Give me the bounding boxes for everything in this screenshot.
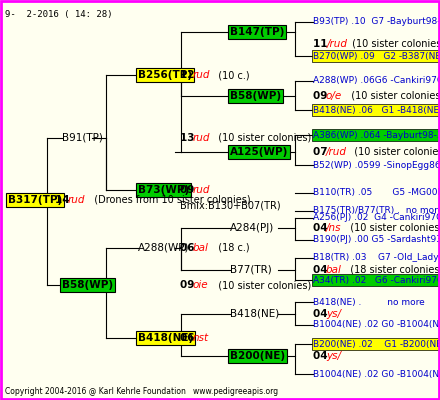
Text: B418(NE) .         no more: B418(NE) . no more (313, 298, 425, 306)
Text: B147(TP): B147(TP) (230, 27, 284, 37)
Text: B418(NE): B418(NE) (138, 333, 193, 343)
Text: 09: 09 (180, 280, 198, 290)
Text: A256(PJ) .02  G4 -Cankiri97Q: A256(PJ) .02 G4 -Cankiri97Q (313, 214, 440, 222)
Text: oie: oie (193, 280, 209, 290)
Text: (Drones from 10 sister colonies): (Drones from 10 sister colonies) (88, 195, 251, 205)
Text: Bmix:B130+B07(TR): Bmix:B130+B07(TR) (180, 200, 281, 210)
Text: B110(TR) .05       G5 -MG00R: B110(TR) .05 G5 -MG00R (313, 188, 440, 198)
Text: (10 sister colonies): (10 sister colonies) (348, 147, 440, 157)
Text: A34(TR) .02   G6 -Cankiri97Q: A34(TR) .02 G6 -Cankiri97Q (313, 276, 440, 284)
Text: B52(WP) .0599 -SinopEgg86R: B52(WP) .0599 -SinopEgg86R (313, 160, 440, 170)
Text: 07: 07 (313, 147, 331, 157)
Text: ys/: ys/ (326, 351, 341, 361)
Text: 09: 09 (180, 185, 198, 195)
Text: A125(WP): A125(WP) (230, 147, 288, 157)
Text: B1004(NE) .02 G0 -B1004(NE): B1004(NE) .02 G0 -B1004(NE) (313, 320, 440, 330)
Text: /ns: /ns (326, 223, 341, 233)
Text: B18(TR) .03    G7 -Old_Lady: B18(TR) .03 G7 -Old_Lady (313, 254, 439, 262)
Text: 04: 04 (313, 223, 331, 233)
Text: 14: 14 (55, 195, 73, 205)
Text: (10 sister colonies): (10 sister colonies) (345, 91, 440, 101)
Text: B190(PJ) .00 G5 -Sardasht93R: B190(PJ) .00 G5 -Sardasht93R (313, 236, 440, 244)
Text: B58(WP): B58(WP) (230, 91, 281, 101)
Text: B256(TP): B256(TP) (138, 70, 192, 80)
Text: B418(NE) .06   G1 -B418(NE): B418(NE) .06 G1 -B418(NE) (313, 106, 440, 114)
Text: B73(WP): B73(WP) (138, 185, 189, 195)
Text: 04: 04 (313, 351, 331, 361)
Text: 04: 04 (313, 265, 331, 275)
Text: B317(TP): B317(TP) (8, 195, 62, 205)
Text: (18 c.): (18 c.) (212, 243, 249, 253)
Text: o/e: o/e (326, 91, 342, 101)
Text: A288(WP) .06G6 -Cankiri97Q: A288(WP) .06G6 -Cankiri97Q (313, 76, 440, 86)
Text: rud: rud (193, 185, 210, 195)
Text: 04: 04 (313, 309, 331, 319)
Text: B418(NE): B418(NE) (230, 309, 279, 319)
Text: B77(TR): B77(TR) (230, 265, 272, 275)
Text: (10 sister colonies): (10 sister colonies) (212, 280, 311, 290)
Text: ys/: ys/ (326, 309, 341, 319)
Text: B270(WP) .09   G2 -B387(NE): B270(WP) .09 G2 -B387(NE) (313, 52, 440, 60)
Text: (18 sister colonies): (18 sister colonies) (344, 265, 440, 275)
Text: B58(WP): B58(WP) (62, 280, 113, 290)
Text: /rud: /rud (326, 147, 347, 157)
Text: 12: 12 (180, 70, 198, 80)
Text: Copyright 2004-2016 @ Karl Kehrle Foundation   www.pedigreeapis.org: Copyright 2004-2016 @ Karl Kehrle Founda… (5, 387, 278, 396)
Text: 06: 06 (180, 333, 198, 343)
Text: (10 sister colonies): (10 sister colonies) (212, 133, 311, 143)
Text: 9-  2-2016 ( 14: 28): 9- 2-2016 ( 14: 28) (5, 10, 113, 19)
Text: 06: 06 (180, 243, 198, 253)
Text: 13: 13 (180, 133, 198, 143)
Text: 11: 11 (313, 39, 331, 49)
Text: (10 sister colonies): (10 sister colonies) (344, 223, 440, 233)
Text: B93(TP) .10  G7 -Bayburt98-3: B93(TP) .10 G7 -Bayburt98-3 (313, 18, 440, 26)
Text: A288(WP): A288(WP) (138, 243, 190, 253)
Text: A386(WP) .064 -Bayburt98-3: A386(WP) .064 -Bayburt98-3 (313, 130, 440, 140)
Text: bal: bal (326, 265, 342, 275)
Text: rud: rud (193, 70, 210, 80)
Text: (10 c.): (10 c.) (212, 70, 249, 80)
Text: nst: nst (193, 333, 209, 343)
Text: rud: rud (193, 133, 210, 143)
Text: (10 sister colonies): (10 sister colonies) (349, 39, 440, 49)
Text: B200(NE): B200(NE) (230, 351, 285, 361)
Text: /rud: /rud (327, 39, 348, 49)
Text: B175(TR)/B77(TR) .  no more: B175(TR)/B77(TR) . no more (313, 206, 440, 216)
Text: B1004(NE) .02 G0 -B1004(NE): B1004(NE) .02 G0 -B1004(NE) (313, 370, 440, 378)
Text: rud: rud (68, 195, 85, 205)
Text: bal: bal (193, 243, 209, 253)
Text: B200(NE) .02    G1 -B200(NE): B200(NE) .02 G1 -B200(NE) (313, 340, 440, 348)
Text: B91(TP): B91(TP) (62, 133, 103, 143)
Text: A284(PJ): A284(PJ) (230, 223, 274, 233)
Text: 09: 09 (313, 91, 331, 101)
